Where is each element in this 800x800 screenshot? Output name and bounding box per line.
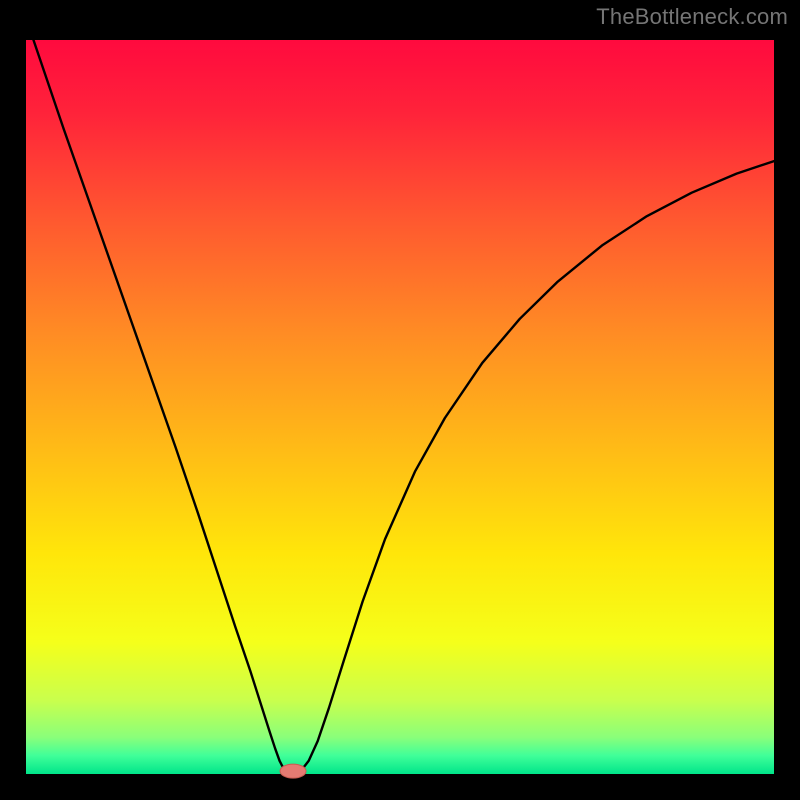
plot-background bbox=[26, 40, 774, 774]
chart-container: TheBottleneck.com bbox=[0, 0, 800, 800]
watermark-text: TheBottleneck.com bbox=[596, 4, 788, 30]
bottleneck-curve-chart bbox=[0, 0, 800, 800]
minimum-marker bbox=[280, 764, 306, 778]
